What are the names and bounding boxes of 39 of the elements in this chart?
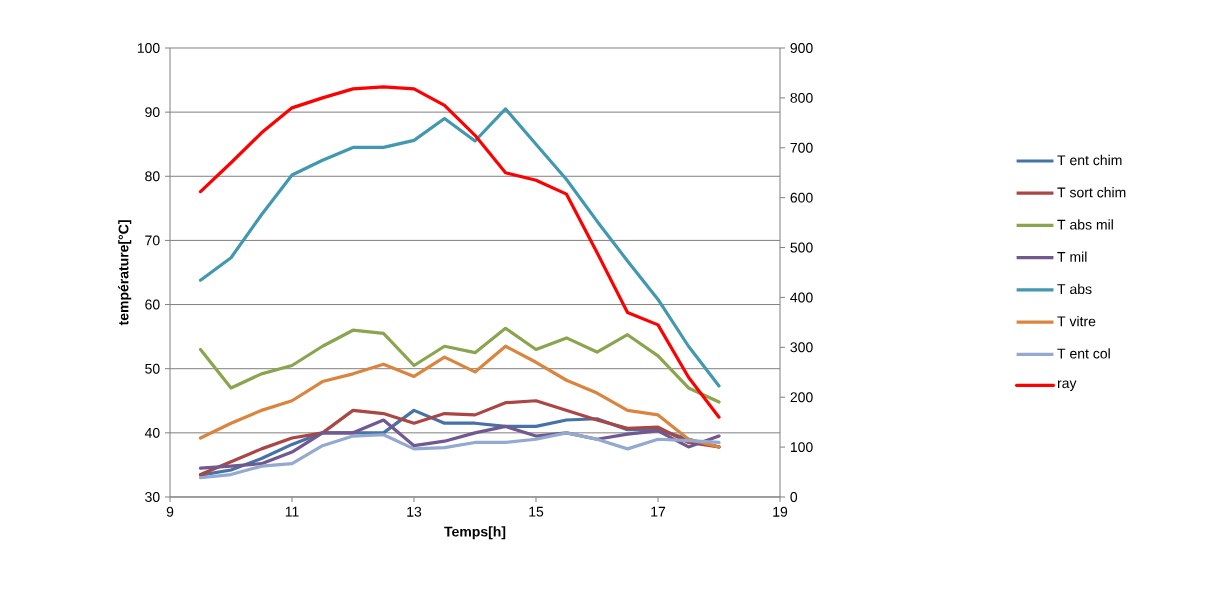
y-axis-title: température[°C] (118, 220, 132, 326)
y2-tick-label: 400 (790, 292, 813, 303)
legend-label: ray (1057, 380, 1077, 391)
x-tick-label: 15 (529, 506, 544, 517)
legend-label: T abs (1057, 283, 1092, 295)
y2-tick-label: 600 (790, 192, 813, 203)
y2-tick-label: 100 (790, 442, 813, 453)
line-series (198, 344, 721, 449)
y2-tick-label: 700 (790, 142, 813, 153)
y2-tick-label: 500 (790, 242, 813, 253)
x-tick-label: 17 (651, 506, 666, 517)
y2-tick-label: 900 (790, 43, 813, 53)
legend-label: T ent col (1057, 348, 1110, 359)
line-series (198, 431, 721, 480)
y-tick-label: 80 (145, 171, 160, 182)
y2-tick-label: 0 (790, 492, 798, 502)
legend-label: T vitre (1057, 316, 1096, 327)
y-tick-label: 30 (145, 492, 160, 502)
x-axis-title: Temps[h] (444, 526, 506, 540)
x-tick-label: 19 (773, 506, 788, 517)
y-tick-label: 70 (145, 235, 160, 246)
y-tick-label: 100 (137, 43, 160, 53)
x-tick-label: 13 (407, 506, 422, 517)
y2-tick-label: 200 (790, 392, 813, 403)
legend-label: T mil (1057, 251, 1087, 262)
legend-label: T sort chim (1057, 187, 1126, 198)
y-tick-label: 50 (145, 363, 160, 374)
line-series (198, 107, 721, 388)
y2-tick-label: 300 (790, 342, 813, 353)
x-tick-label: 9 (166, 506, 174, 517)
y-tick-label: 90 (145, 107, 160, 118)
y-tick-label: 40 (144, 427, 160, 438)
x-tick-label: 11 (285, 506, 299, 517)
legend-label: T abs mil (1057, 219, 1113, 230)
y-tick-label: 60 (145, 299, 160, 310)
y2-tick-label: 800 (790, 92, 813, 103)
line-series (198, 85, 721, 419)
line-series (198, 326, 721, 404)
legend-label: T ent chim (1057, 154, 1122, 166)
